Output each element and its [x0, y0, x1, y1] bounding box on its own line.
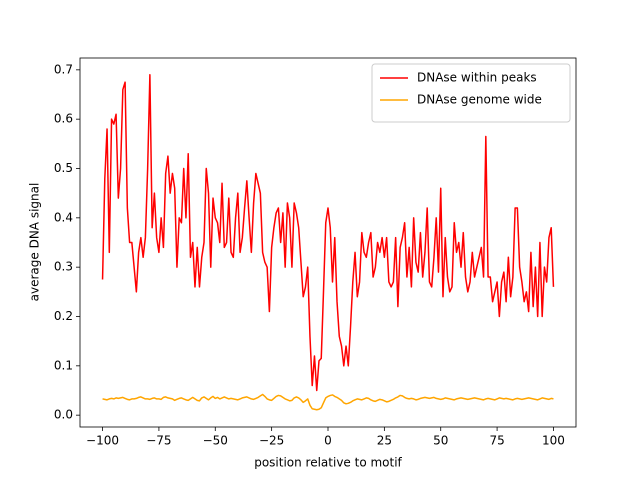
x-tick-label: 50 [433, 434, 448, 448]
x-tick-label: 0 [324, 434, 332, 448]
x-tick-label: 75 [489, 434, 504, 448]
y-tick-label: 0.1 [54, 358, 73, 372]
x-tick-label: 100 [542, 434, 565, 448]
legend-box [371, 63, 571, 123]
y-tick-label: 0.7 [54, 62, 73, 76]
x-tick-label: −50 [203, 434, 228, 448]
x-axis-label: position relative to motif [254, 456, 402, 470]
data-line [101, 74, 555, 392]
y-tick-label: 0.6 [54, 112, 73, 126]
legend-label: DNAse genome wide [417, 93, 542, 107]
legend-label: DNAse within peaks [417, 71, 537, 85]
y-tick-label: 0.3 [54, 260, 73, 274]
data-line [102, 393, 554, 411]
y-tick-label: 0.2 [54, 309, 73, 323]
y-axis-label: average DNA signal [28, 183, 42, 302]
x-tick-label: 25 [377, 434, 392, 448]
x-tick-label: −25 [259, 434, 284, 448]
axes-frame [79, 57, 577, 428]
y-tick-label: 0.5 [54, 161, 73, 175]
y-tick-label: 0.0 [54, 408, 73, 422]
y-tick-label: 0.4 [54, 210, 73, 224]
x-tick-label: −100 [86, 434, 119, 448]
x-tick-label: −75 [146, 434, 171, 448]
